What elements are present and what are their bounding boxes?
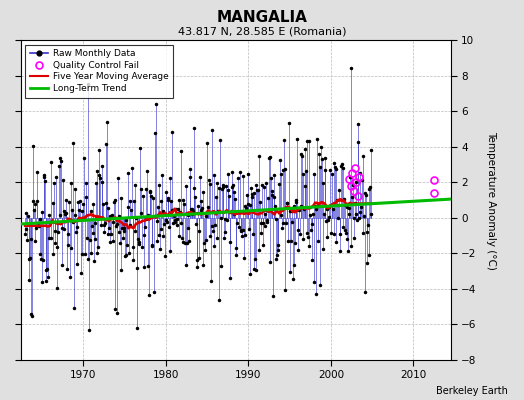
Text: MANGALIA: MANGALIA: [216, 10, 308, 25]
Text: 43.817 N, 28.585 E (Romania): 43.817 N, 28.585 E (Romania): [178, 26, 346, 36]
Y-axis label: Temperature Anomaly (°C): Temperature Anomaly (°C): [486, 130, 496, 270]
Text: Berkeley Earth: Berkeley Earth: [436, 386, 508, 396]
Legend: Raw Monthly Data, Quality Control Fail, Five Year Moving Average, Long-Term Tren: Raw Monthly Data, Quality Control Fail, …: [26, 44, 173, 98]
